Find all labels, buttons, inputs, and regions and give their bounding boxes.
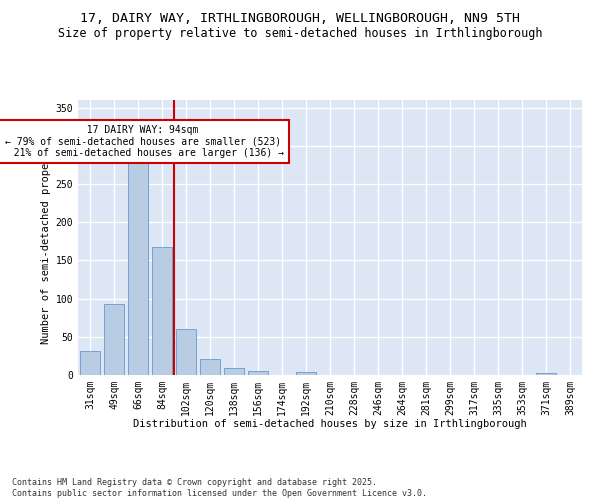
Y-axis label: Number of semi-detached properties: Number of semi-detached properties <box>41 131 52 344</box>
Text: 17, DAIRY WAY, IRTHLINGBOROUGH, WELLINGBOROUGH, NN9 5TH: 17, DAIRY WAY, IRTHLINGBOROUGH, WELLINGB… <box>80 12 520 26</box>
Text: 17 DAIRY WAY: 94sqm  
← 79% of semi-detached houses are smaller (523)
  21% of s: 17 DAIRY WAY: 94sqm ← 79% of semi-detach… <box>2 125 284 158</box>
Bar <box>224 368 244 375</box>
Bar <box>296 372 316 375</box>
Bar <box>536 372 556 375</box>
Text: Contains HM Land Registry data © Crown copyright and database right 2025.
Contai: Contains HM Land Registry data © Crown c… <box>12 478 427 498</box>
Bar <box>152 246 172 375</box>
Text: Size of property relative to semi-detached houses in Irthlingborough: Size of property relative to semi-detach… <box>58 28 542 40</box>
Bar <box>104 304 124 375</box>
Bar <box>200 359 220 375</box>
X-axis label: Distribution of semi-detached houses by size in Irthlingborough: Distribution of semi-detached houses by … <box>133 420 527 430</box>
Bar <box>176 329 196 375</box>
Bar <box>128 161 148 375</box>
Bar <box>80 350 100 375</box>
Bar <box>248 371 268 375</box>
